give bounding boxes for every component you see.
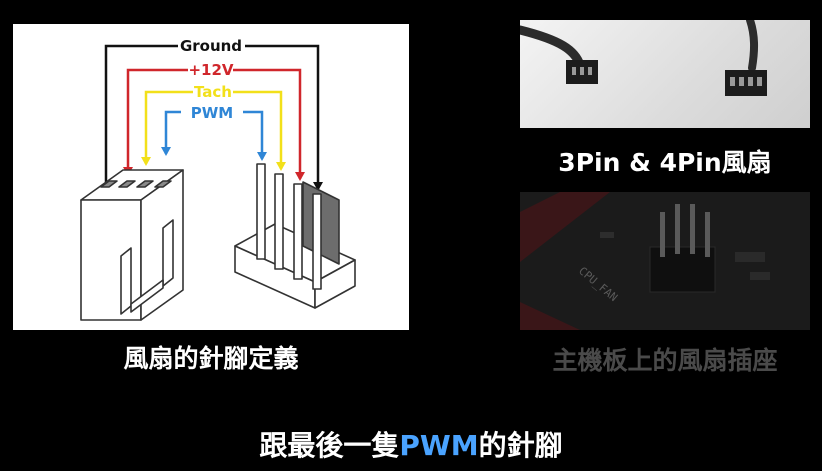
pwm-label: PWM — [191, 104, 233, 122]
motherboard-caption: 主機板上的風扇插座 — [552, 346, 778, 375]
ground-wire — [104, 44, 178, 194]
pwm-wire — [164, 110, 181, 154]
ground-arrow-right — [313, 182, 323, 191]
pin-diagram-panel: Ground +12V Tach PWM — [13, 24, 409, 330]
board-red-accent — [520, 192, 610, 262]
v12-wire-right — [233, 68, 302, 179]
motherboard-photo-art: CPU_FAN — [520, 192, 810, 330]
motherboard-photo: CPU_FAN — [520, 192, 810, 330]
tach-wire — [144, 90, 193, 164]
diagram-caption: 風扇的針腳定義 — [123, 344, 299, 373]
v12-arrow-right — [295, 172, 305, 181]
pin-hole — [730, 77, 735, 86]
video-subtitle: 跟最後一隻PWM的針腳 — [0, 424, 822, 464]
pin-hole — [757, 77, 762, 86]
fan-header — [234, 163, 356, 309]
cable-right — [746, 20, 759, 72]
header-pin — [675, 204, 680, 254]
subtitle-text-before: 跟最後一隻 — [259, 429, 400, 462]
smd-component — [600, 232, 614, 238]
ground-label: Ground — [180, 37, 242, 55]
v12-wire — [126, 68, 188, 174]
tach-wire-right — [233, 90, 283, 169]
tach-arrow-right — [276, 162, 286, 171]
subtitle-highlight: PWM — [399, 429, 479, 462]
fan-pin-diagram: Ground +12V Tach PWM — [80, 37, 356, 321]
fan-connector-photo — [520, 20, 810, 128]
ground-wire-right — [245, 44, 320, 189]
pin-hole — [580, 67, 584, 75]
header-pin — [705, 212, 710, 257]
pin-hole — [572, 67, 576, 75]
pin-hole — [739, 77, 744, 86]
v12-label: +12V — [188, 61, 233, 79]
header-pin — [660, 212, 665, 257]
pwm-wire-right — [243, 110, 264, 159]
smd-component — [735, 252, 765, 262]
connector-photo-art — [520, 20, 767, 96]
header-pin — [690, 204, 695, 254]
pwm-arrow-left — [161, 147, 171, 156]
pin-hole — [748, 77, 753, 86]
fan-plug-housing — [80, 169, 184, 321]
pwm-arrow-right — [257, 152, 267, 161]
cable-left — [520, 25, 585, 70]
board-red-accent-bottom — [520, 302, 580, 330]
pin-hole — [588, 67, 592, 75]
fan-type-caption: 3Pin & 4Pin風扇 — [558, 148, 772, 177]
tach-arrow-left — [141, 157, 151, 166]
subtitle-text-after: 的針腳 — [478, 429, 563, 462]
smd-component — [750, 272, 770, 280]
tach-label: Tach — [194, 83, 232, 101]
